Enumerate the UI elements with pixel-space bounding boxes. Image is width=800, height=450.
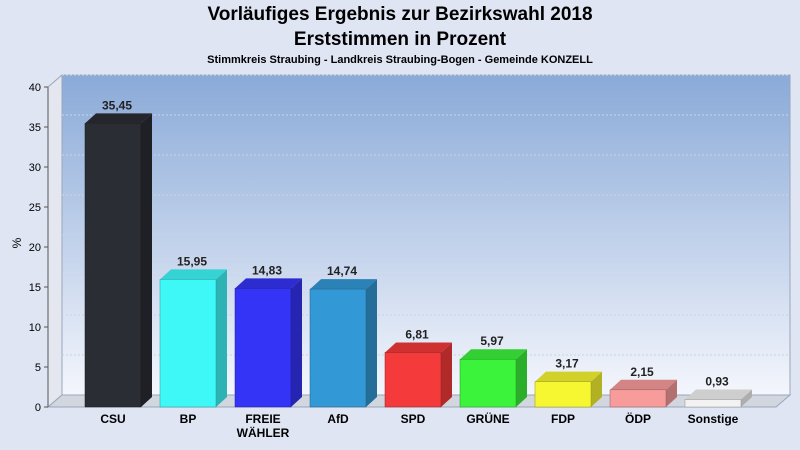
bar <box>459 358 517 408</box>
bar-side <box>666 379 677 407</box>
category-label: FDP <box>551 412 575 426</box>
category-label: GRÜNE <box>466 411 509 426</box>
value-label: 2,15 <box>630 365 654 379</box>
bar-side <box>591 371 602 407</box>
category-label: ÖDP <box>625 411 651 426</box>
bar-side <box>741 389 752 407</box>
value-label: 5,97 <box>480 334 504 348</box>
value-label: 3,17 <box>555 357 579 371</box>
category-label: CSU <box>100 412 125 426</box>
bar <box>84 123 142 408</box>
y-tick-label: 30 <box>29 162 41 174</box>
bar-side <box>291 278 302 407</box>
bar-top <box>385 342 452 353</box>
y-tick-label: 0 <box>35 402 41 414</box>
bar-top <box>85 113 152 124</box>
bar <box>534 381 592 408</box>
bar <box>609 389 667 408</box>
bar <box>384 352 442 408</box>
bar <box>159 279 217 408</box>
category-label: Sonstige <box>688 412 739 426</box>
y-tick-label: 5 <box>35 362 41 374</box>
y-axis-label: % <box>10 237 24 248</box>
category-label: SPD <box>401 412 426 426</box>
bar-top <box>235 278 302 289</box>
value-label: 0,93 <box>705 375 729 389</box>
category-label: FREIE <box>245 412 280 426</box>
bar-side <box>516 349 527 407</box>
plot-left-wall <box>47 73 63 409</box>
y-tick-label: 40 <box>29 82 41 94</box>
bar-top <box>160 269 227 280</box>
bar-side <box>366 279 377 407</box>
bar-top <box>460 349 527 360</box>
chart-title: Vorläufiges Ergebnis zur Bezirkswahl 201… <box>207 4 593 25</box>
y-tick-label: 15 <box>29 282 41 294</box>
bar <box>234 288 292 408</box>
bar-top <box>685 389 752 400</box>
chart-subtitle: Stimmkreis Straubing - Landkreis Straubi… <box>207 54 593 66</box>
bar-side <box>441 342 452 407</box>
y-tick-label: 35 <box>29 122 41 134</box>
bar-top <box>610 379 677 390</box>
value-label: 14,83 <box>252 263 282 277</box>
value-label: 14,74 <box>327 264 357 278</box>
value-label: 15,95 <box>177 254 207 268</box>
value-label: 35,45 <box>102 98 132 112</box>
y-tick-label: 20 <box>29 242 41 254</box>
y-tick-label: 25 <box>29 202 41 214</box>
value-label: 6,81 <box>405 328 429 342</box>
category-label: AfD <box>327 412 349 426</box>
bar-top <box>535 371 602 382</box>
bar-top <box>310 279 377 290</box>
y-tick-label: 10 <box>29 322 41 334</box>
category-label: WÄHLER <box>237 425 290 440</box>
chart-title-line2: Erststimmen in Prozent <box>293 29 507 50</box>
bar <box>309 288 367 408</box>
category-label: BP <box>180 412 197 426</box>
bar <box>684 399 742 408</box>
bar-side <box>141 113 152 408</box>
bar-side <box>216 269 227 407</box>
